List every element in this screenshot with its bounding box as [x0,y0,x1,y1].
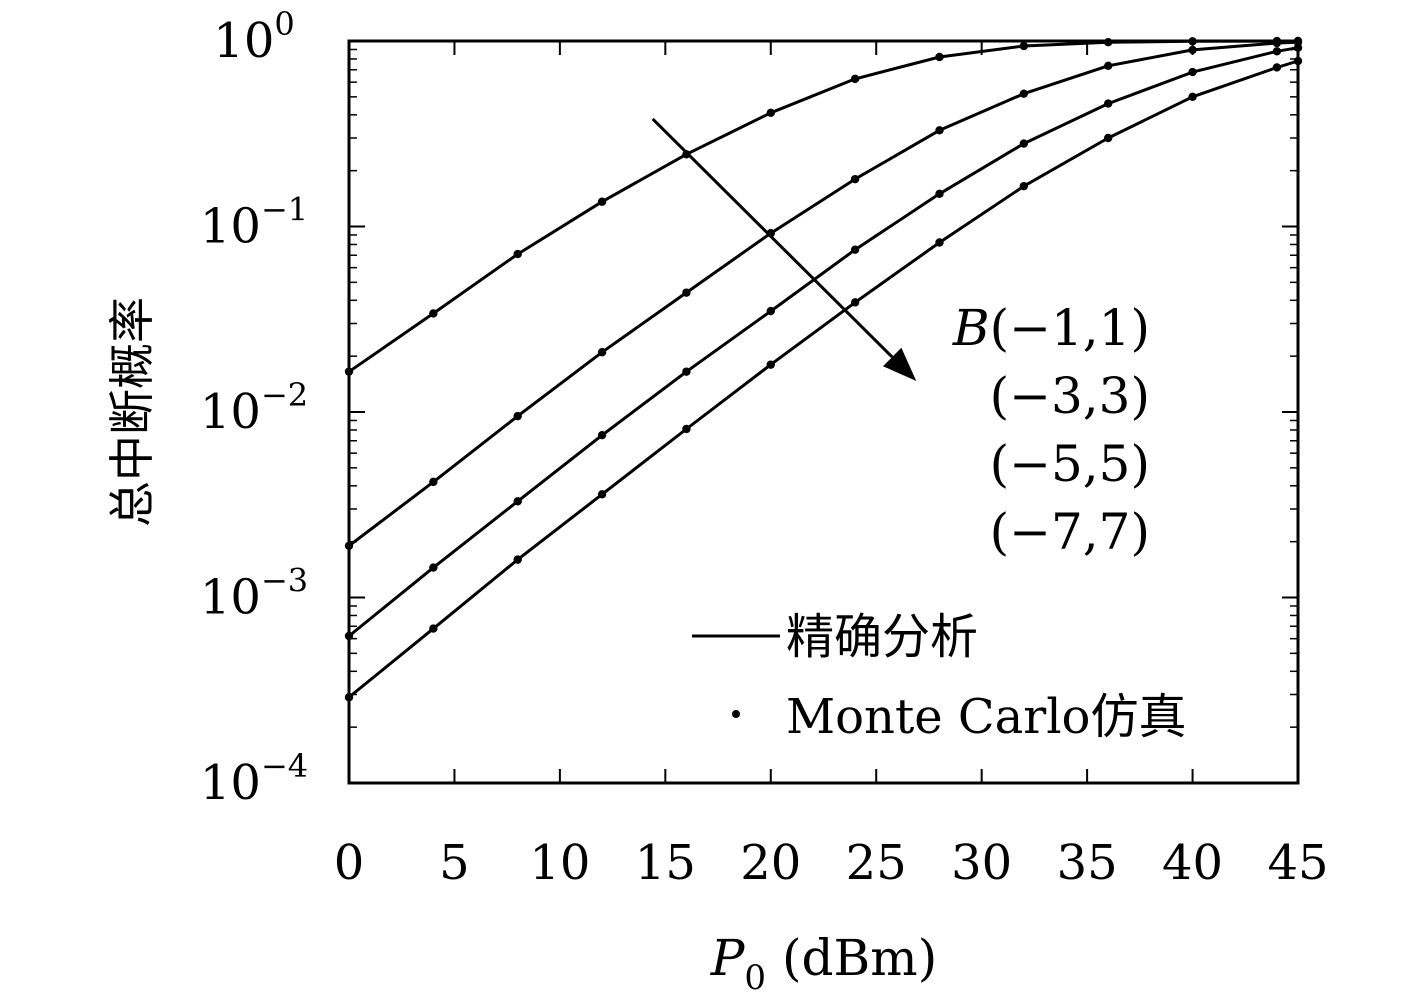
y-tick-labels: 100 10−1 10−2 10−3 10−4 [200,5,308,811]
series-3-point-7 [935,238,944,247]
series-1-point-7 [935,126,944,135]
annotation-label-1: (−3,3) [990,367,1150,425]
x-tick-label-4: 20 [740,835,801,891]
series-1-point-6 [850,174,860,184]
x-tick-label-5: 25 [846,835,907,891]
series-1-point-9 [1104,61,1113,71]
y-tick-label-2: 10−2 [200,376,308,440]
series-3-point-2 [513,555,522,564]
annotation-label-0: B(−1,1) [952,299,1150,357]
y-axis-label: 总中断概率 [105,297,159,527]
x-tick-label-1: 5 [439,835,470,891]
annotation-arrow-head [883,347,917,381]
plot-frame [347,39,1300,785]
series-2-point-10 [1188,67,1197,77]
series-1-point-8 [1019,89,1029,98]
x-axis-label-subscript: 0 [744,958,766,998]
legend-label-exact: 精确分析 [786,609,978,665]
series-3-point-4 [682,424,691,434]
x-tick-label-3: 15 [635,835,696,891]
series-1-point-10 [1188,45,1197,55]
series-0-point-3 [597,197,607,206]
series-3-point-3 [597,490,607,499]
series-0-point-5 [766,108,775,118]
x-tick-labels: 0 5 10 15 20 25 30 35 40 45 [334,835,1329,891]
series-2-point-5 [766,306,775,316]
x-tick-label-8: 40 [1162,835,1223,891]
annotation-labels: B(−1,1) (−3,3) (−5,5) (−7,7) [952,299,1150,561]
x-axis-label-symbol: P [710,929,746,987]
series-2-point-3 [597,430,607,440]
y-tick-label-3: 10−3 [200,562,308,626]
y-tick-label-4: 10−4 [200,747,308,811]
legend-dot-sample [732,710,740,718]
x-axis-label: P0 (dBm) [710,929,937,998]
x-tick-label-2: 10 [529,835,590,891]
y-tick-label-0: 100 [213,5,294,69]
series-3-point-5 [766,360,775,369]
series-2-point-7 [935,189,944,199]
legend: 精确分析 Monte Carlo仿真 [692,609,1186,745]
series-3-point-10 [1188,92,1197,102]
series-1-point-3 [597,348,607,357]
series-0-point-8 [1019,41,1029,51]
series-2-point-6 [850,245,860,254]
series-0-point-2 [513,249,522,259]
annotation: B(−1,1) (−3,3) (−5,5) (−7,7) [651,117,1150,561]
series-3-point-1 [429,624,438,633]
series-2-point-8 [1019,139,1029,148]
series-3-point-9 [1104,133,1113,143]
x-tick-label-9: 45 [1267,835,1328,891]
x-axis-label-unit: (dBm) [782,929,937,987]
x-tick-label-7: 35 [1057,835,1118,891]
series-2-point-4 [682,367,691,376]
annotation-label-3: (−7,7) [990,503,1150,561]
series-1-point-1 [429,477,438,487]
series-2-point-2 [513,497,522,506]
legend-label-monte-carlo: Monte Carlo仿真 [786,689,1186,745]
annotation-arrow-line [651,117,894,359]
series-0-point-1 [429,309,438,318]
series-0-point-6 [850,74,860,84]
x-tick-label-0: 0 [334,835,365,891]
series-0-point-7 [935,52,944,62]
series-2-point-11 [1272,47,1282,56]
series-2-point-1 [429,563,438,572]
series-1-point-4 [682,288,691,297]
annotation-label-2: (−5,5) [990,435,1150,493]
y-tick-label-1: 10−1 [200,191,308,255]
series-3-point-11 [1272,63,1282,72]
series-1-point-2 [513,411,522,421]
series-3-point-8 [1019,181,1029,191]
series-3-point-6 [850,298,860,307]
y-axis-label-text: 总中断概率 [105,297,159,527]
x-tick-label-6: 30 [951,835,1012,891]
series-2-point-9 [1104,99,1113,108]
